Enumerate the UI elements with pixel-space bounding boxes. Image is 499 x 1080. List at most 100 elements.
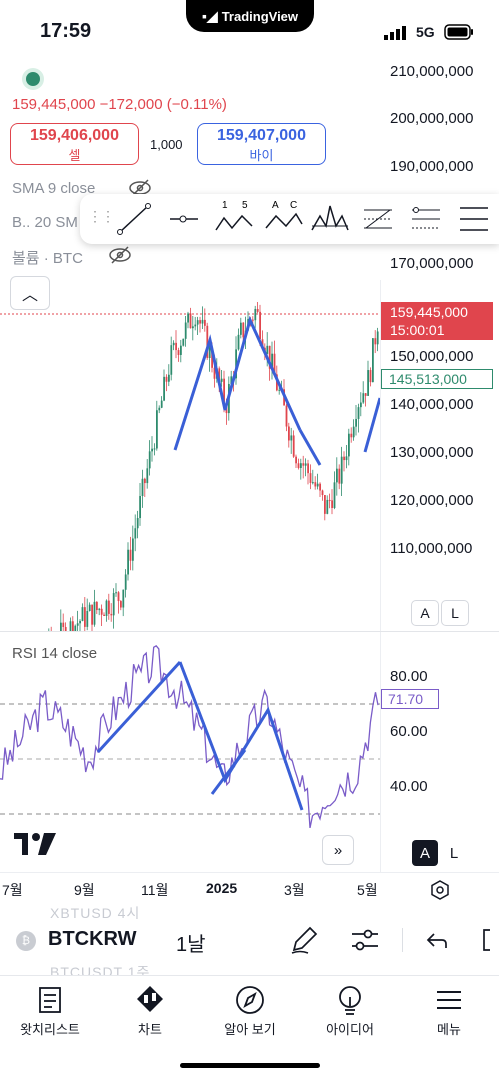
candle-body: [199, 320, 201, 324]
collapse-legend-button[interactable]: ︿: [10, 276, 50, 310]
trendline-drawing[interactable]: [173, 315, 302, 451]
candle-body: [62, 622, 65, 627]
price-chart[interactable]: [0, 280, 380, 632]
candle-body: [374, 338, 377, 345]
price-axis-label: 210,000,000: [390, 63, 474, 80]
candle-body: [355, 418, 357, 427]
trendline-drawing[interactable]: [298, 429, 322, 466]
abcd-pattern-tool-icon[interactable]: A C: [262, 198, 306, 238]
candle-body: [331, 500, 333, 508]
market-status-dot: [26, 72, 40, 86]
drawing-toolbar: ⋮⋮ 1 5 A C: [80, 194, 499, 244]
candle-body: [76, 623, 79, 626]
candle-body: [177, 350, 180, 355]
menu-icon: [437, 991, 461, 1009]
candle-body: [208, 347, 211, 358]
rsi-trendline-drawing[interactable]: [210, 749, 247, 795]
rsi-auto-scale-button[interactable]: A: [412, 840, 438, 866]
candle-body: [122, 589, 125, 608]
candle-body: [165, 376, 168, 382]
price-axis-label: 140,000,000: [390, 396, 474, 413]
price-change: 159,445,000 −172,000 (−0.11%): [12, 96, 227, 113]
candle-body: [307, 463, 309, 474]
candle-body: [184, 322, 187, 339]
candle-body: [163, 376, 165, 401]
fullscreen-icon[interactable]: [480, 926, 499, 960]
indicator-bb-label[interactable]: B.. 20 SM: [12, 214, 78, 231]
time-axis-label: 2025: [206, 880, 238, 896]
nav-label: 차트: [138, 1022, 162, 1037]
candle-body: [69, 621, 72, 632]
price-axis-label: 130,000,000: [390, 444, 474, 461]
candle-body: [352, 426, 355, 438]
xabcd-pattern-tool-icon[interactable]: 1 5: [212, 198, 256, 238]
tool-digit-label: A: [272, 200, 279, 211]
watchlist-icon: [39, 987, 61, 1013]
eye-off-icon[interactable]: [108, 245, 132, 270]
nav-explore[interactable]: 알아 보기: [200, 984, 300, 1038]
rsi-indicator-label[interactable]: RSI 14 close: [12, 645, 98, 662]
order-quantity[interactable]: 1,000: [150, 137, 183, 152]
chart-settings-icon[interactable]: [430, 880, 450, 905]
nav-ideas[interactable]: 아이디어: [300, 984, 400, 1038]
candle-body: [151, 448, 153, 452]
candle-body: [252, 319, 254, 321]
buy-button[interactable]: 159,407,000 바이: [197, 123, 326, 165]
nav-label: 아이디어: [326, 1022, 374, 1037]
candle-body: [357, 407, 360, 419]
auto-scale-button[interactable]: A: [411, 600, 439, 626]
candle-body: [156, 410, 158, 449]
candle-body: [321, 490, 324, 496]
candle-body: [172, 342, 175, 346]
nav-chart[interactable]: 차트: [100, 984, 200, 1038]
candle-body: [268, 345, 271, 369]
tradingview-badge-label: TradingView: [221, 8, 299, 24]
fib-channel-tool-icon[interactable]: [408, 202, 444, 236]
nav-menu[interactable]: 메뉴: [399, 984, 499, 1038]
rsi-trendline-drawing[interactable]: [178, 661, 304, 811]
price-axis-label: 190,000,000: [390, 158, 474, 175]
symbol-picker-ghost-item: XBTUSD 4시: [50, 905, 141, 921]
nav-watchlist[interactable]: 왓치리스트: [0, 984, 100, 1038]
signal-icon: [384, 26, 408, 45]
rsi-log-scale-button[interactable]: L: [449, 844, 459, 862]
candle-body: [136, 518, 139, 529]
scroll-to-realtime-button[interactable]: »: [322, 835, 354, 865]
indicators-icon[interactable]: [350, 926, 380, 960]
interval-selector[interactable]: 1날: [176, 934, 206, 956]
horizontal-ray-tool-icon[interactable]: [166, 202, 202, 236]
nav-label: 메뉴: [437, 1022, 461, 1037]
candle-body: [350, 433, 353, 438]
candle-body: [242, 322, 245, 338]
time-axis-label: 5월: [357, 882, 378, 898]
trendline-drawing[interactable]: [363, 397, 380, 453]
undo-icon[interactable]: [426, 926, 450, 960]
rsi-trendline-drawing[interactable]: [96, 660, 182, 754]
fib-retracement-tool-icon[interactable]: [360, 202, 396, 236]
candle-body: [79, 620, 81, 624]
drag-handle-icon[interactable]: ⋮⋮: [88, 208, 115, 224]
candle-body: [105, 600, 108, 616]
candle-body: [175, 342, 177, 351]
log-scale-button[interactable]: L: [441, 600, 469, 626]
rsi-chart[interactable]: [0, 632, 380, 872]
candle-body: [223, 378, 225, 405]
candle-body: [108, 600, 110, 614]
trend-line-tool-icon[interactable]: [116, 202, 152, 236]
candle-body: [84, 607, 86, 627]
candle-body: [93, 601, 96, 625]
rsi-value-tag: 71.70: [381, 689, 439, 709]
time-axis-label: 3월: [284, 882, 305, 898]
candle-body: [146, 468, 149, 484]
symbol-selector[interactable]: BTCKRW: [48, 928, 137, 950]
sell-button[interactable]: 159,406,000 셀: [10, 123, 139, 165]
head-shoulders-tool-icon[interactable]: [310, 200, 350, 236]
parallel-channel-tool-icon[interactable]: [456, 202, 492, 236]
indicator-volume-label[interactable]: 볼륨 · BTC: [12, 250, 83, 267]
indicator-sma-label[interactable]: SMA 9 close: [12, 180, 96, 197]
candle-body: [187, 313, 189, 323]
drawing-pen-icon[interactable]: [290, 926, 320, 960]
candle-body: [235, 349, 237, 379]
candle-body: [74, 625, 77, 632]
sma-value-tag: 145,513,000: [381, 369, 493, 389]
